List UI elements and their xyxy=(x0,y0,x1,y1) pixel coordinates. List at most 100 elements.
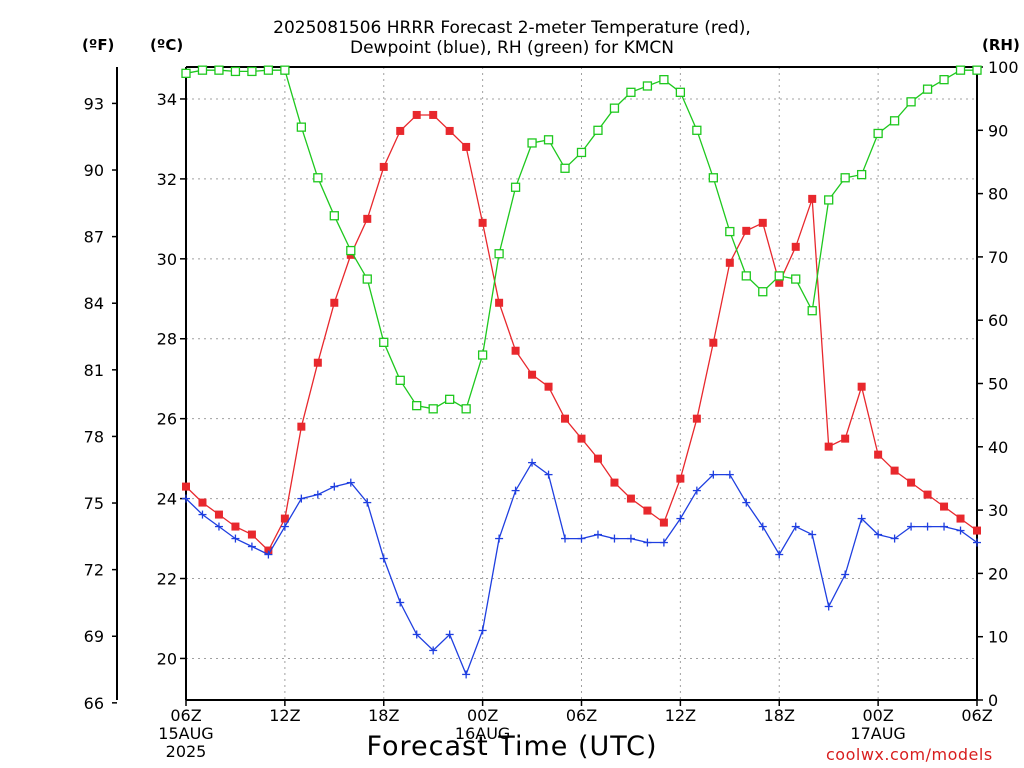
celsius-tick-label: 26 xyxy=(157,410,177,429)
fahrenheit-tick-label: 90 xyxy=(84,161,104,180)
dewpoint-point xyxy=(791,522,800,531)
dewpoint-point xyxy=(643,538,652,547)
dewpoint-point xyxy=(561,534,570,543)
rh-point xyxy=(428,404,438,414)
temperature-point xyxy=(544,382,553,391)
x-tick-label: 17AUG xyxy=(850,724,905,743)
rh-point xyxy=(461,404,471,414)
temperature-point xyxy=(973,526,981,535)
rh-tick-label: 0 xyxy=(988,691,998,710)
rh-point xyxy=(280,65,290,75)
temperature-point xyxy=(528,370,537,379)
temperature-point xyxy=(676,474,685,483)
rh-point xyxy=(362,274,372,284)
temperature-point xyxy=(495,298,504,307)
temperature-point xyxy=(758,218,767,227)
rh-point xyxy=(560,163,570,173)
dewpoint-point xyxy=(841,570,850,579)
dewpoint-point xyxy=(528,458,537,467)
dewpoint-point xyxy=(725,470,734,479)
rh-point xyxy=(214,65,224,75)
temperature-point xyxy=(577,434,586,443)
dewpoint-point xyxy=(478,626,487,635)
dewpoint-point xyxy=(231,534,240,543)
rh-tick-label: 70 xyxy=(988,248,1008,267)
fahrenheit-tick-label: 84 xyxy=(84,294,104,313)
temperature-point xyxy=(610,478,619,487)
dewpoint-point xyxy=(676,514,685,523)
dewpoint-point xyxy=(280,522,289,531)
rh-point xyxy=(725,226,735,237)
x-axis-label: Forecast Time (UTC) xyxy=(366,731,658,762)
x-tick-label: 00Z xyxy=(467,706,498,725)
dewpoint-point xyxy=(182,494,190,503)
rh-point xyxy=(889,116,900,126)
x-tick-label: 12Z xyxy=(665,706,696,725)
rh-tick-label: 100 xyxy=(988,58,1019,77)
rh-series xyxy=(181,65,982,414)
rh-point xyxy=(774,271,784,281)
rh-point xyxy=(230,66,241,77)
dewpoint-point xyxy=(198,510,207,519)
dewpoint-point xyxy=(857,514,866,523)
dewpoint-point xyxy=(742,498,751,507)
celsius-unit-label: (ºC) xyxy=(150,36,184,54)
rh-tick-label: 80 xyxy=(988,185,1008,204)
rh-point xyxy=(955,65,966,75)
temperature-point xyxy=(692,414,701,423)
dewpoint-point xyxy=(808,530,817,539)
celsius-tick-label: 28 xyxy=(157,330,177,349)
dewpoint-point xyxy=(363,498,372,507)
dewpoint-point xyxy=(626,534,635,543)
temperature-point xyxy=(297,422,306,431)
dewpoint-point xyxy=(297,494,306,503)
rh-point xyxy=(840,173,850,183)
temperature-point xyxy=(478,218,487,227)
rh-point xyxy=(412,401,422,411)
celsius-tick-label: 20 xyxy=(157,649,177,668)
temperature-point xyxy=(379,162,388,171)
dewpoint-point xyxy=(824,602,833,611)
temperature-point xyxy=(462,142,471,151)
celsius-tick-label: 34 xyxy=(157,90,177,109)
rh-point xyxy=(477,350,488,360)
rh-point xyxy=(197,65,208,75)
x-tick-label: 00Z xyxy=(862,706,893,725)
rh-point xyxy=(576,147,587,158)
dewpoint-point xyxy=(956,526,965,535)
dewpoint-point xyxy=(692,486,701,495)
temperature-point xyxy=(280,514,289,523)
x-tick-label: 18Z xyxy=(764,706,795,725)
rh-point xyxy=(296,122,307,132)
rh-point xyxy=(791,274,801,284)
temperature-point xyxy=(643,506,652,515)
temperature-point xyxy=(511,346,520,355)
rh-point xyxy=(741,271,751,281)
dewpoint-point xyxy=(214,522,223,531)
temperature-point xyxy=(429,110,438,119)
temperature-point xyxy=(626,494,635,503)
dewpoint-point xyxy=(445,630,454,639)
rh-point xyxy=(824,195,834,205)
rh-point xyxy=(379,337,389,348)
rh-point xyxy=(181,68,191,78)
rh-point xyxy=(494,249,504,259)
rh-point xyxy=(708,173,718,183)
dewpoint-point xyxy=(659,538,668,547)
rh-tick-label: 10 xyxy=(988,628,1008,647)
rh-point xyxy=(593,125,603,135)
chart-title-line-1: 2025081506 HRRR Forecast 2-meter Tempera… xyxy=(273,18,751,38)
x-tick-label: 18Z xyxy=(368,706,399,725)
x-tick-label: 2025 xyxy=(166,742,207,761)
dewpoint-point xyxy=(775,550,784,559)
fahrenheit-tick-label: 75 xyxy=(84,494,104,513)
dewpoint-point xyxy=(396,598,405,607)
dewpoint-point xyxy=(264,550,273,559)
dewpoint-point xyxy=(610,534,619,543)
temperature-point xyxy=(330,298,339,307)
temperature-point xyxy=(907,478,916,487)
temperature-point xyxy=(824,442,833,451)
dewpoint-point xyxy=(511,486,520,495)
temperature-point xyxy=(841,434,850,443)
